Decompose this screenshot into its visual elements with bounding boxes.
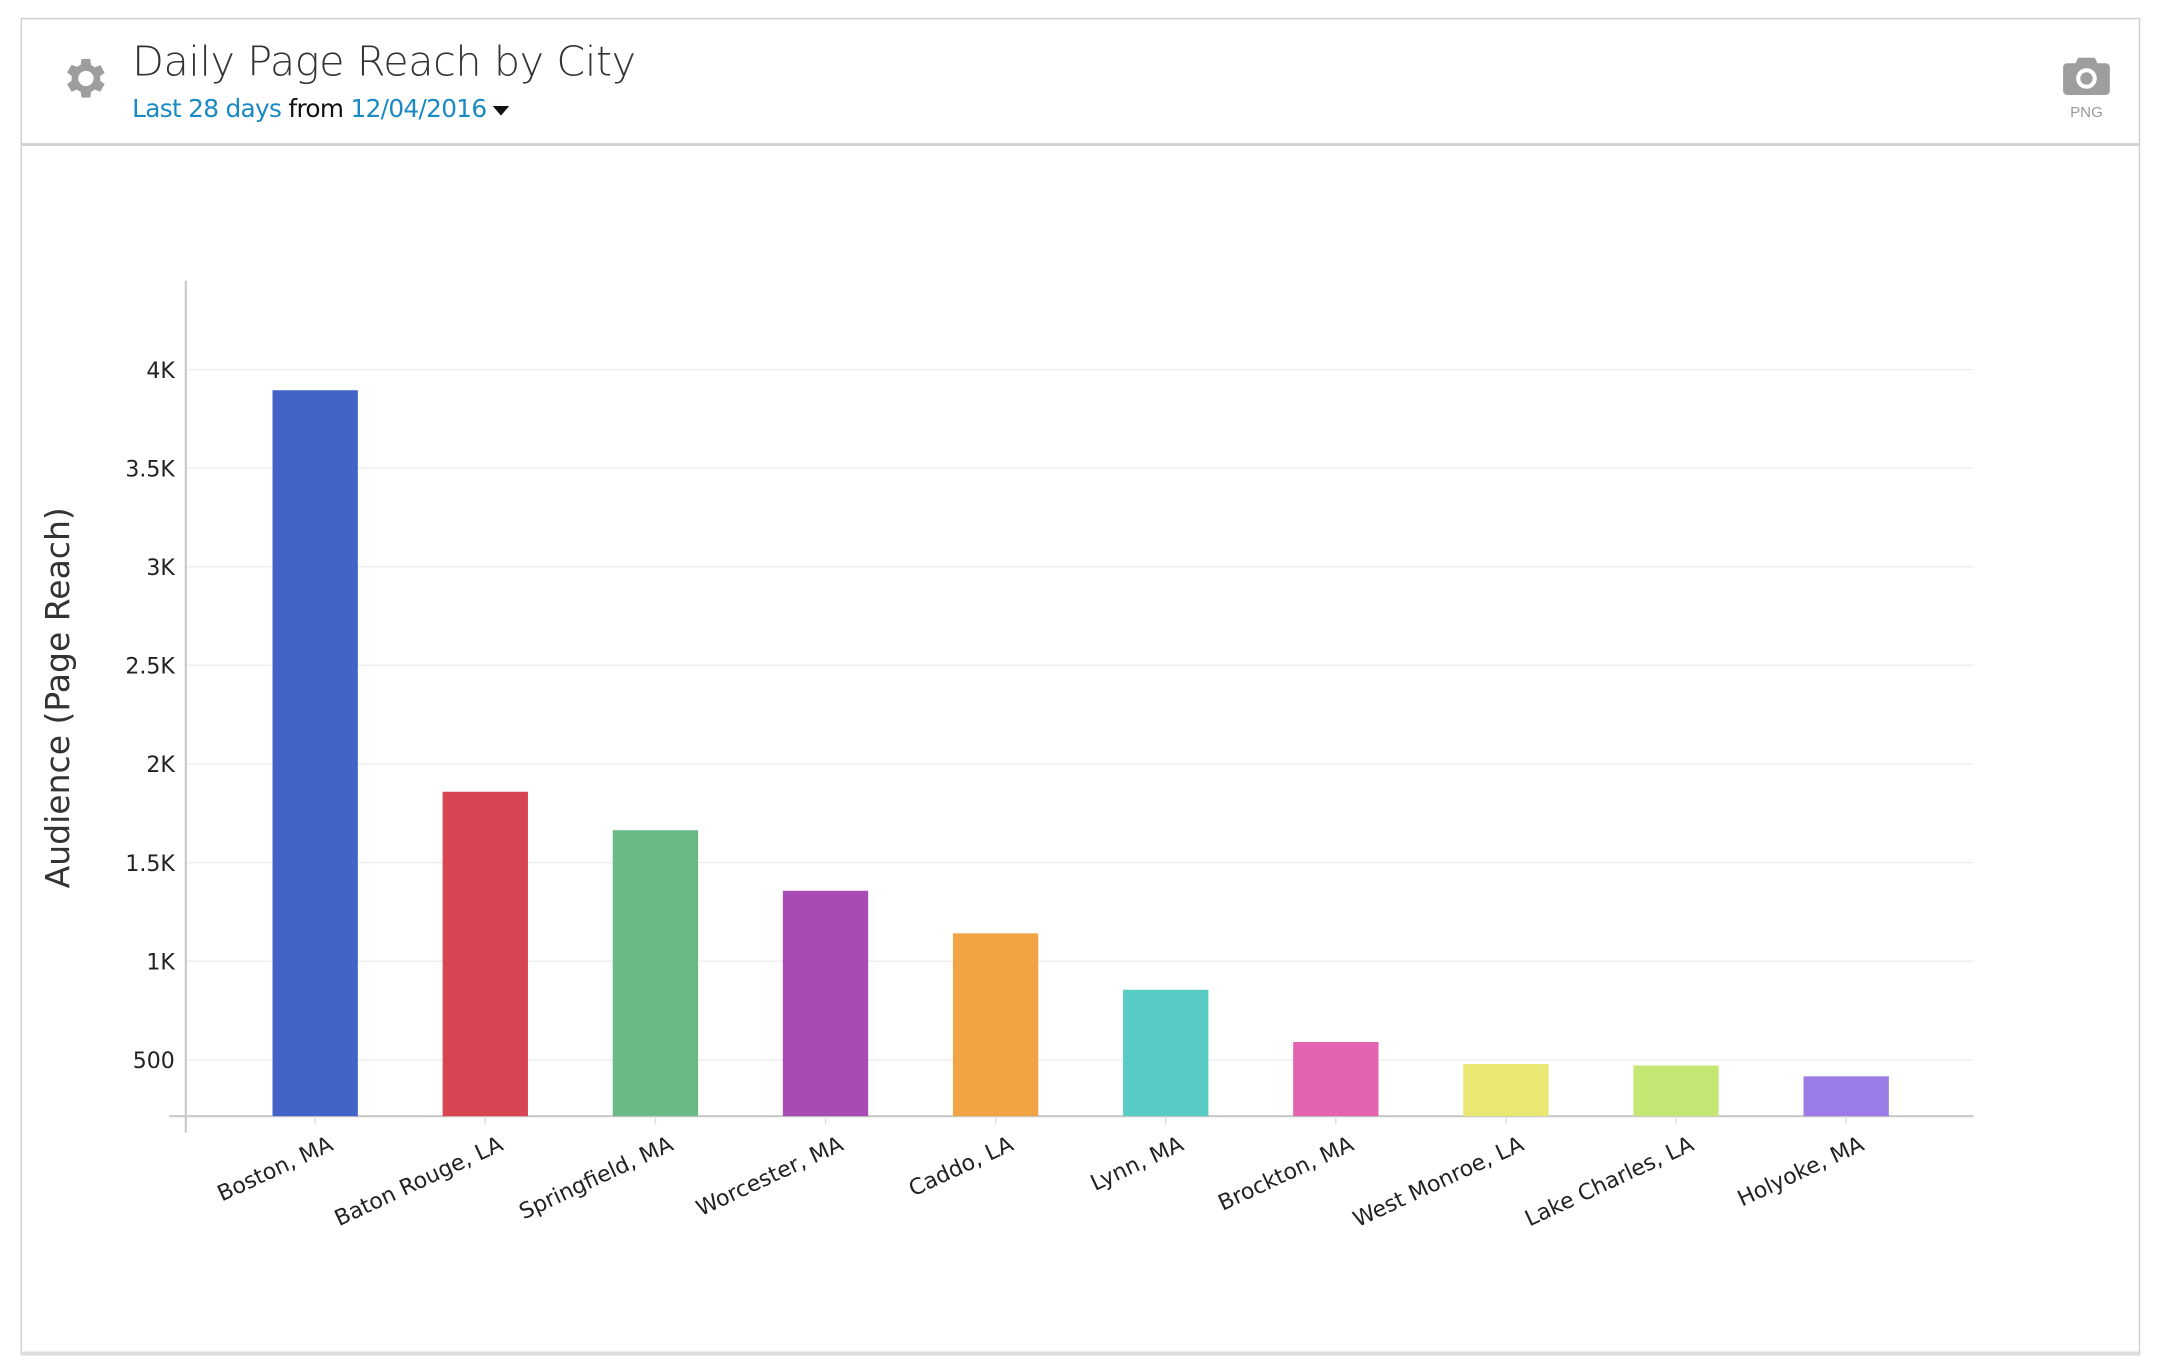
y-axis-title: Audience (Page Reach)	[38, 507, 77, 888]
bar	[1123, 989, 1209, 1117]
y-tick-label: 1.5K	[125, 852, 175, 877]
x-tick-label: West Monroe, LA	[1350, 1132, 1528, 1233]
y-tick-label: 4K	[146, 359, 175, 384]
chart-header: Daily Page Reach by City Last 28 days fr…	[22, 19, 2139, 146]
bar	[1463, 1064, 1549, 1117]
export-png-button[interactable]: PNG	[2059, 55, 2114, 121]
bar	[952, 933, 1039, 1117]
bar	[1293, 1042, 1379, 1117]
y-tick-label: 3K	[146, 556, 175, 581]
y-tick-label: 2K	[146, 753, 175, 778]
range-link[interactable]: Last 28 days	[132, 94, 282, 124]
bar	[1633, 1065, 1719, 1117]
from-label: from	[288, 94, 344, 124]
x-tick-label: Lynn, MA	[1087, 1132, 1188, 1197]
y-tick-label: 3.5K	[125, 457, 175, 482]
x-tick-label: Worcester, MA	[693, 1132, 848, 1222]
x-tick-label: Brockton, MA	[1215, 1132, 1358, 1216]
caret-down-icon[interactable]	[493, 105, 510, 115]
date-link[interactable]: 12/04/2016	[350, 94, 488, 124]
y-tick-label: 500	[133, 1049, 175, 1074]
bar	[442, 791, 528, 1117]
x-tick-label: Baton Rouge, LA	[331, 1132, 507, 1232]
bar	[272, 390, 358, 1117]
x-tick-label: Caddo, LA	[905, 1132, 1017, 1202]
bar	[782, 890, 869, 1117]
x-tick-label: Lake Charles, LA	[1521, 1132, 1698, 1232]
y-tick-label: 2.5K	[125, 655, 175, 680]
y-tick-label: 1K	[146, 950, 175, 975]
chart-card: Daily Page Reach by City Last 28 days fr…	[20, 17, 2141, 1356]
gear-icon[interactable]	[58, 52, 110, 104]
camera-icon	[2063, 57, 2110, 95]
date-range-selector[interactable]: Last 28 days from 12/04/2016	[132, 95, 510, 124]
png-label: PNG	[2070, 104, 2103, 122]
chart-title: Daily Page Reach by City	[132, 38, 636, 87]
x-tick-label: Springfield, MA	[516, 1132, 678, 1225]
bar	[1803, 1076, 1889, 1117]
bar	[612, 830, 699, 1117]
x-tick-label: Holyoke, MA	[1734, 1132, 1868, 1212]
x-tick-label: Boston, MA	[214, 1132, 337, 1207]
